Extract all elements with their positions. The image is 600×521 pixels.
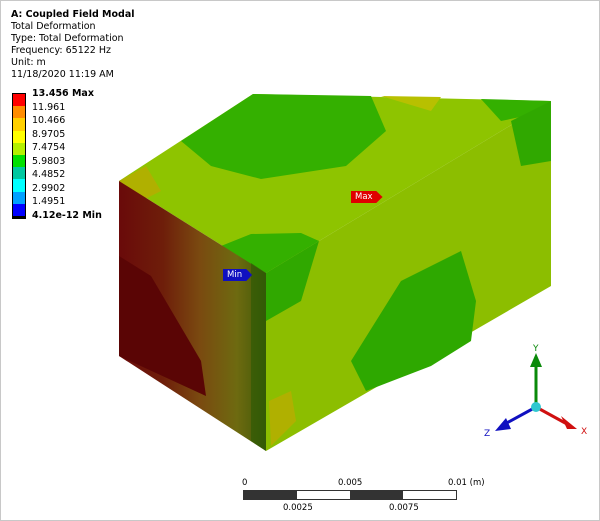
legend-label: 10.466 <box>32 115 66 126</box>
legend-label: 7.4754 <box>32 142 66 153</box>
header-line: Frequency: 65122 Hz <box>11 45 111 56</box>
legend-label: 13.456 Max <box>32 88 94 99</box>
legend-label: 4.12e-12 Min <box>32 209 102 221</box>
z-axis-label: Z <box>484 429 490 439</box>
edge-highlight <box>251 263 266 451</box>
legend-label: 4.4852 <box>32 169 66 180</box>
legend-label: 8.9705 <box>32 128 66 140</box>
max-probe[interactable]: Max <box>351 191 383 203</box>
legend-band <box>13 118 25 131</box>
scale-label: 0.0075 <box>389 503 419 513</box>
contour-patch <box>269 391 296 446</box>
result-header: A: Coupled Field Modal Total Deformation… <box>11 9 135 81</box>
z-arrow-icon <box>495 418 511 431</box>
legend-label: 11.961 <box>32 101 66 113</box>
legend-band <box>13 94 25 107</box>
y-arrow-icon <box>530 353 542 367</box>
x-axis-label: X <box>581 427 587 437</box>
x-arrow-icon <box>561 416 577 429</box>
legend-band <box>13 142 25 155</box>
legend-band <box>13 167 25 180</box>
contour-patch <box>266 241 319 321</box>
contour-patch <box>119 166 161 201</box>
contour-patch <box>221 233 319 273</box>
legend-band <box>13 203 25 216</box>
legend-band <box>13 179 25 192</box>
contour-patch <box>119 256 206 396</box>
right-face <box>266 101 551 451</box>
legend-label: 2.9902 <box>32 182 66 194</box>
min-probe[interactable]: Min <box>223 269 253 281</box>
scale-label: 0 <box>242 478 248 488</box>
left-face <box>119 181 266 451</box>
scale-label: 0.005 <box>338 478 363 488</box>
legend-band <box>13 106 25 119</box>
scale-label: 0.0025 <box>283 503 313 513</box>
legend-band <box>13 155 25 168</box>
contour-patch <box>481 99 551 121</box>
header-line: Unit: m <box>11 57 46 68</box>
y-axis-label: Y <box>532 344 539 354</box>
contour-patch <box>351 251 476 391</box>
legend-band <box>13 191 25 204</box>
contour-patch <box>181 94 386 179</box>
contour-patch <box>511 101 551 166</box>
contour-patch <box>381 96 441 111</box>
legend-band <box>13 130 25 143</box>
scale-label: 0.01 (m) <box>448 478 485 488</box>
legend-label: 5.9803 <box>32 155 66 167</box>
header-line: Type: Total Deformation <box>11 33 124 44</box>
header-line: Total Deformation <box>11 21 96 32</box>
analysis-title: A: Coupled Field Modal <box>11 9 135 20</box>
header-line: 11/18/2020 11:19 AM <box>11 69 114 80</box>
legend-label: 1.4951 <box>32 196 66 207</box>
